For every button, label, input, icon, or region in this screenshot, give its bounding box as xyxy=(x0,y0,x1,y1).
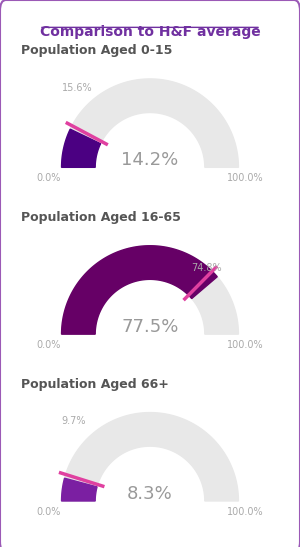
Text: Population Aged 16-65: Population Aged 16-65 xyxy=(21,211,181,224)
Text: 0.0%: 0.0% xyxy=(37,507,61,516)
Text: 9.7%: 9.7% xyxy=(61,416,86,427)
Text: 0.0%: 0.0% xyxy=(37,173,61,183)
Text: Population Aged 66+: Population Aged 66+ xyxy=(21,378,169,391)
Text: 77.5%: 77.5% xyxy=(121,318,179,336)
Text: 14.2%: 14.2% xyxy=(122,152,178,169)
Polygon shape xyxy=(61,412,239,501)
Text: 15.6%: 15.6% xyxy=(61,83,92,93)
Text: 100.0%: 100.0% xyxy=(226,507,263,516)
Text: 100.0%: 100.0% xyxy=(226,173,263,183)
Text: 100.0%: 100.0% xyxy=(226,340,263,350)
Polygon shape xyxy=(61,79,239,167)
Text: 74.8%: 74.8% xyxy=(191,263,221,273)
Text: 8.3%: 8.3% xyxy=(127,485,173,503)
Polygon shape xyxy=(61,478,97,501)
Text: 0.0%: 0.0% xyxy=(37,340,61,350)
Polygon shape xyxy=(61,246,239,334)
Text: Population Aged 0-15: Population Aged 0-15 xyxy=(21,44,172,57)
Polygon shape xyxy=(61,246,217,334)
Polygon shape xyxy=(61,129,100,167)
Text: Comparison to H&F average: Comparison to H&F average xyxy=(40,25,260,39)
